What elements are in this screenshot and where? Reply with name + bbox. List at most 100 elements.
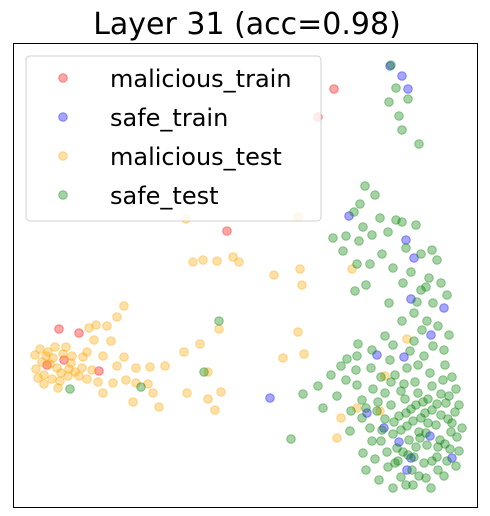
point-safe-test <box>416 413 426 423</box>
point-malicious-test <box>214 324 224 334</box>
point-safe-test <box>385 355 395 365</box>
point-malicious-test <box>160 361 170 371</box>
point-malicious-test <box>61 342 71 352</box>
point-safe-test <box>409 452 419 462</box>
point-safe-train <box>401 235 411 245</box>
point-malicious-test <box>45 359 55 369</box>
point-malicious-train <box>42 360 52 370</box>
point-safe-test <box>404 435 414 445</box>
legend-marker-malicious-train <box>58 73 68 83</box>
point-safe-test <box>422 440 432 450</box>
point-safe-train <box>394 437 404 447</box>
point-safe-test <box>403 94 413 104</box>
point-malicious-test <box>31 364 41 374</box>
point-safe-test <box>380 414 390 424</box>
point-safe-test <box>400 394 410 404</box>
point-safe-test <box>386 400 396 410</box>
point-malicious-test <box>145 362 155 372</box>
point-malicious-test <box>35 344 45 354</box>
point-safe-test <box>397 217 407 227</box>
point-safe-test <box>412 297 422 307</box>
point-safe-test <box>411 442 421 452</box>
point-safe-test <box>354 236 364 246</box>
point-safe-test <box>414 427 424 437</box>
point-safe-test <box>406 404 416 414</box>
series-malicious-test <box>30 212 412 443</box>
point-safe-test <box>286 434 296 444</box>
point-safe-test <box>451 461 461 471</box>
point-malicious-test <box>195 339 205 349</box>
point-safe-test <box>353 339 363 349</box>
point-safe-test <box>409 308 419 318</box>
point-safe-test <box>355 199 365 209</box>
point-safe-test <box>414 139 424 149</box>
point-safe-test <box>390 458 400 468</box>
point-malicious-test <box>131 363 141 373</box>
point-malicious-test <box>98 351 108 361</box>
point-safe-test <box>447 418 457 428</box>
point-malicious-test <box>299 349 309 359</box>
point-safe-train <box>447 453 457 463</box>
point-safe-test <box>136 382 146 392</box>
point-malicious-test <box>182 388 192 398</box>
point-malicious-test <box>119 352 129 362</box>
point-safe-test <box>451 384 461 394</box>
point-safe-train <box>344 211 354 221</box>
point-safe-test <box>375 213 385 223</box>
point-safe-test <box>410 377 420 387</box>
point-malicious-train <box>329 84 339 94</box>
point-safe-test <box>450 407 460 417</box>
point-safe-test <box>401 480 411 490</box>
plot-frame <box>13 43 478 508</box>
point-malicious-train <box>94 366 104 376</box>
point-safe-train <box>403 84 413 94</box>
point-malicious-train <box>222 226 232 236</box>
legend-label-safe-train: safe_train <box>110 104 228 132</box>
points-layer <box>30 60 467 493</box>
point-safe-test <box>214 316 224 326</box>
point-malicious-test <box>64 364 74 374</box>
point-malicious-test <box>375 406 385 416</box>
point-safe-test <box>351 365 361 375</box>
point-safe-test <box>396 425 406 435</box>
point-malicious-test <box>50 342 60 352</box>
point-malicious-test <box>74 371 84 381</box>
point-safe-train <box>397 71 407 81</box>
point-safe-test <box>398 278 408 288</box>
point-malicious-test <box>297 280 307 290</box>
point-malicious-test <box>78 352 88 362</box>
point-safe-test <box>417 325 427 335</box>
point-malicious-test <box>179 347 189 357</box>
point-safe-test <box>357 395 367 405</box>
point-malicious-test <box>106 336 116 346</box>
point-malicious-test <box>58 349 68 359</box>
point-safe-test <box>380 388 390 398</box>
point-safe-test <box>396 386 406 396</box>
point-safe-test <box>386 377 396 387</box>
point-malicious-test <box>119 301 129 311</box>
point-malicious-test <box>293 327 303 337</box>
point-safe-test <box>414 471 424 481</box>
point-safe-test <box>435 435 445 445</box>
point-malicious-train <box>59 355 69 365</box>
point-malicious-test <box>89 335 99 345</box>
point-malicious-test <box>234 257 244 267</box>
point-safe-test <box>318 403 328 413</box>
point-malicious-test <box>332 433 342 443</box>
point-safe-test <box>388 483 398 493</box>
point-malicious-test <box>203 394 213 404</box>
point-safe-test <box>342 354 352 364</box>
point-malicious-test <box>55 376 65 386</box>
point-safe-test <box>425 368 435 378</box>
point-malicious-test <box>108 378 118 388</box>
point-safe-test <box>338 246 348 256</box>
chart-title: Layer 31 (acc=0.98) <box>93 7 401 42</box>
point-safe-test <box>432 399 442 409</box>
point-safe-test <box>457 423 467 433</box>
legend-label-malicious-train: malicious_train <box>110 65 292 93</box>
point-malicious-test <box>82 347 92 357</box>
point-safe-test <box>441 398 451 408</box>
series-malicious-train <box>42 84 339 376</box>
point-safe-test <box>454 446 464 456</box>
